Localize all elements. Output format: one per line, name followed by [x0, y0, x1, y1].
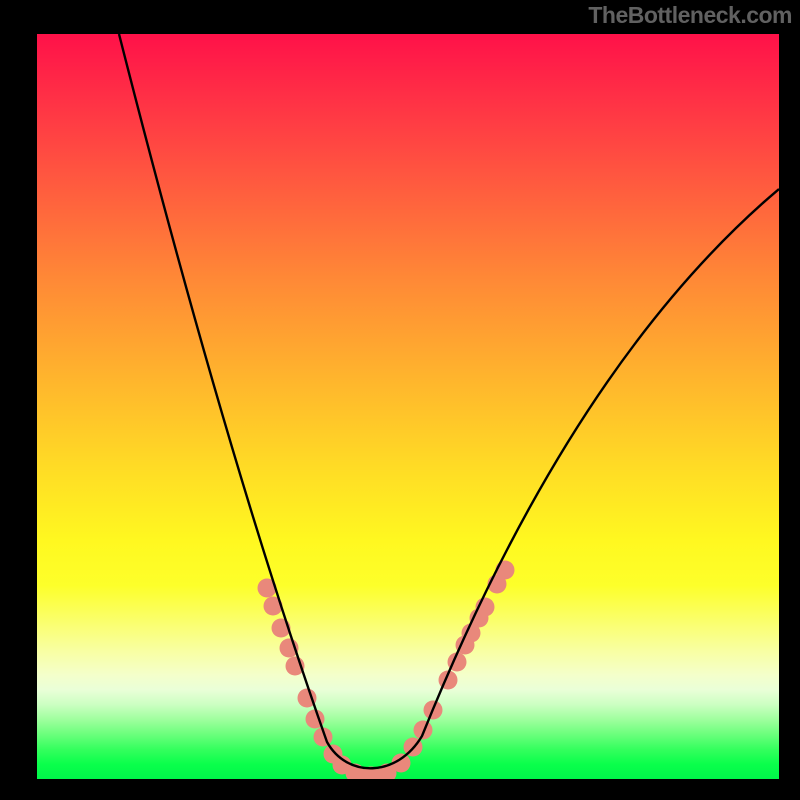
curve-marker [496, 561, 515, 580]
curve-layer [37, 34, 779, 779]
watermark-text: TheBottleneck.com [588, 2, 792, 29]
marker-group [258, 561, 515, 780]
chart-outer: TheBottleneck.com [0, 0, 800, 800]
